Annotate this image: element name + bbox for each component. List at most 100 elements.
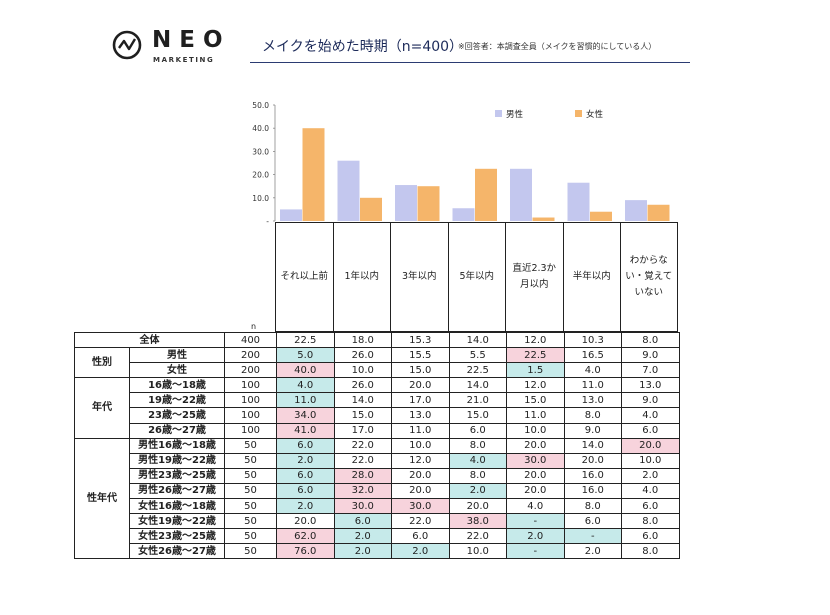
value-cell: 2.0 bbox=[333, 528, 392, 545]
value-cell: 4.0 bbox=[563, 362, 622, 379]
category-header-0: それ以上前 bbox=[275, 222, 333, 332]
value-cell: 14.0 bbox=[448, 377, 507, 394]
category-header-1: 1年以内 bbox=[332, 222, 390, 332]
value-cell: 4.0 bbox=[621, 407, 680, 424]
table-row: 女性26歳～27歳 50 76.0 2.0 2.0 10.0-2.0 8.0 bbox=[75, 543, 680, 560]
value-cell: 10.0 bbox=[506, 422, 565, 439]
value-cell: 17.0 bbox=[333, 422, 392, 439]
bar-female-0 bbox=[302, 128, 325, 221]
n-header: n bbox=[251, 322, 257, 331]
sample-size: 400 bbox=[224, 331, 277, 349]
value-cell: 20.0 bbox=[563, 452, 622, 469]
category-header-3: 5年以内 bbox=[447, 222, 505, 332]
legend-label-female: 女性 bbox=[586, 109, 604, 120]
value-cell: 62.0 bbox=[276, 528, 335, 545]
value-cell: 28.0 bbox=[333, 467, 392, 484]
row-label: 男性16歳～18歳 bbox=[129, 437, 225, 454]
value-cell: 10.3 bbox=[563, 331, 622, 349]
value-cell: 6.0 bbox=[391, 528, 450, 545]
legend-label-male: 男性 bbox=[506, 109, 524, 120]
value-cell: - bbox=[506, 513, 565, 530]
table-row: 女性23歳～25歳 50 62.0 2.0 6.0 22.0 2.0-6.0 bbox=[75, 528, 680, 545]
value-cell: 14.0 bbox=[563, 437, 622, 454]
sample-size: 100 bbox=[224, 407, 277, 424]
value-cell: 20.0 bbox=[506, 482, 565, 500]
value-cell: 22.5 bbox=[276, 331, 335, 349]
bar-female-4 bbox=[532, 217, 555, 221]
row-label: 26歳～27歳 bbox=[129, 422, 225, 439]
legend-swatch-female bbox=[575, 110, 582, 117]
table-row: 年代 16歳～18歳 100 4.0 26.0 20.0 14.0 12.0 11.0 13.0 bbox=[74, 377, 680, 439]
results-table: 全体 400 22.5 18.0 15.3 14.0 12.0 10.3 8.0 性別 男性 200 5… bbox=[74, 331, 680, 560]
value-cell: 22.5 bbox=[506, 347, 565, 364]
row-label: 女性23歳～25歳 bbox=[129, 528, 225, 545]
value-cell: 2.0 bbox=[448, 482, 507, 500]
value-cell: 8.0 bbox=[621, 331, 680, 349]
bar-female-6 bbox=[647, 204, 670, 221]
sample-size: 100 bbox=[224, 377, 277, 394]
row-label: 23歳～25歳 bbox=[129, 407, 225, 424]
row-label: 19歳～22歳 bbox=[129, 392, 225, 409]
logo-mark-icon bbox=[112, 30, 142, 60]
value-cell: 15.0 bbox=[333, 407, 392, 424]
value-cell: 22.0 bbox=[448, 528, 507, 545]
y-tick-label: - bbox=[266, 217, 269, 223]
value-cell: 16.0 bbox=[563, 467, 622, 484]
category-header-row: それ以上前 1年以内 3年以内 5年以内 直近2.3か月以内 半年以内 わからない・覚えてい… bbox=[275, 222, 678, 332]
row-label: 男性 bbox=[129, 347, 225, 364]
table-row: 23歳～25歳 100 34.0 15.0 13.0 15.0 11.0 8.0 4.0 bbox=[75, 407, 680, 424]
value-cell: 12.0 bbox=[391, 452, 450, 469]
value-cell: 4.0 bbox=[621, 482, 680, 500]
bar-male-3 bbox=[452, 208, 475, 221]
y-tick-label: 20.0 bbox=[252, 171, 269, 180]
value-cell: 22.0 bbox=[333, 452, 392, 469]
value-cell: 6.0 bbox=[276, 482, 335, 500]
y-tick-label: 30.0 bbox=[252, 147, 269, 156]
value-cell: 21.0 bbox=[448, 392, 507, 409]
sample-size: 50 bbox=[224, 513, 277, 530]
bar-male-1 bbox=[337, 160, 360, 221]
table-row: 性年代 男性16歳～18歳 50 6.0 22.0 10.0 8.0 20.0 14.0 20.0 bbox=[74, 437, 680, 560]
sample-size: 50 bbox=[224, 543, 277, 560]
value-cell: 20.0 bbox=[506, 437, 565, 454]
value-cell: 15.0 bbox=[391, 362, 450, 379]
value-cell: 30.0 bbox=[506, 452, 565, 469]
value-cell: 6.0 bbox=[621, 528, 680, 545]
value-cell: 8.0 bbox=[563, 407, 622, 424]
value-cell: 22.5 bbox=[448, 362, 507, 379]
row-label: 女性16歳～18歳 bbox=[129, 498, 225, 515]
value-cell: 8.0 bbox=[621, 513, 680, 530]
value-cell: 13.0 bbox=[563, 392, 622, 409]
table-row: 26歳～27歳 100 41.0 17.0 11.0 6.0 10.0 9.0 6.0 bbox=[75, 422, 680, 439]
sample-size: 200 bbox=[224, 362, 277, 379]
value-cell: 2.0 bbox=[276, 452, 335, 469]
value-cell: 10.0 bbox=[448, 543, 507, 560]
sample-size: 200 bbox=[224, 347, 277, 364]
sample-size: 50 bbox=[224, 452, 277, 469]
value-cell: 38.0 bbox=[448, 513, 507, 530]
value-cell: 14.0 bbox=[333, 392, 392, 409]
bar-male-4 bbox=[510, 168, 532, 221]
value-cell: 76.0 bbox=[276, 543, 335, 560]
y-tick-label: 10.0 bbox=[252, 194, 269, 203]
value-cell: 14.0 bbox=[448, 331, 507, 349]
value-cell: 10.0 bbox=[333, 362, 392, 379]
value-cell: 22.0 bbox=[333, 437, 392, 454]
category-header-2: 3年以内 bbox=[390, 222, 448, 332]
bar-female-5 bbox=[590, 211, 612, 221]
value-cell: 26.0 bbox=[333, 377, 392, 394]
bar-female-1 bbox=[360, 197, 382, 221]
value-cell: 2.0 bbox=[621, 467, 680, 484]
value-cell: 20.0 bbox=[391, 467, 450, 484]
sample-size: 100 bbox=[224, 392, 277, 409]
value-cell: 2.0 bbox=[333, 543, 392, 560]
bar-chart: 50.0 40.0 30.0 20.0 10.0 - 男性 女性 bbox=[252, 101, 670, 223]
sample-size: 50 bbox=[224, 482, 277, 500]
table-row: 全体 400 22.5 18.0 15.3 14.0 12.0 10.3 8.0 bbox=[74, 331, 680, 349]
category-header-4: 直近2.3か月以内 bbox=[505, 222, 563, 332]
value-cell: 22.0 bbox=[391, 513, 450, 530]
value-cell: 6.0 bbox=[276, 437, 335, 454]
value-cell: 40.0 bbox=[276, 362, 335, 379]
sample-size: 50 bbox=[224, 498, 277, 515]
category-header-6: わからない・覚えていない bbox=[620, 222, 678, 332]
